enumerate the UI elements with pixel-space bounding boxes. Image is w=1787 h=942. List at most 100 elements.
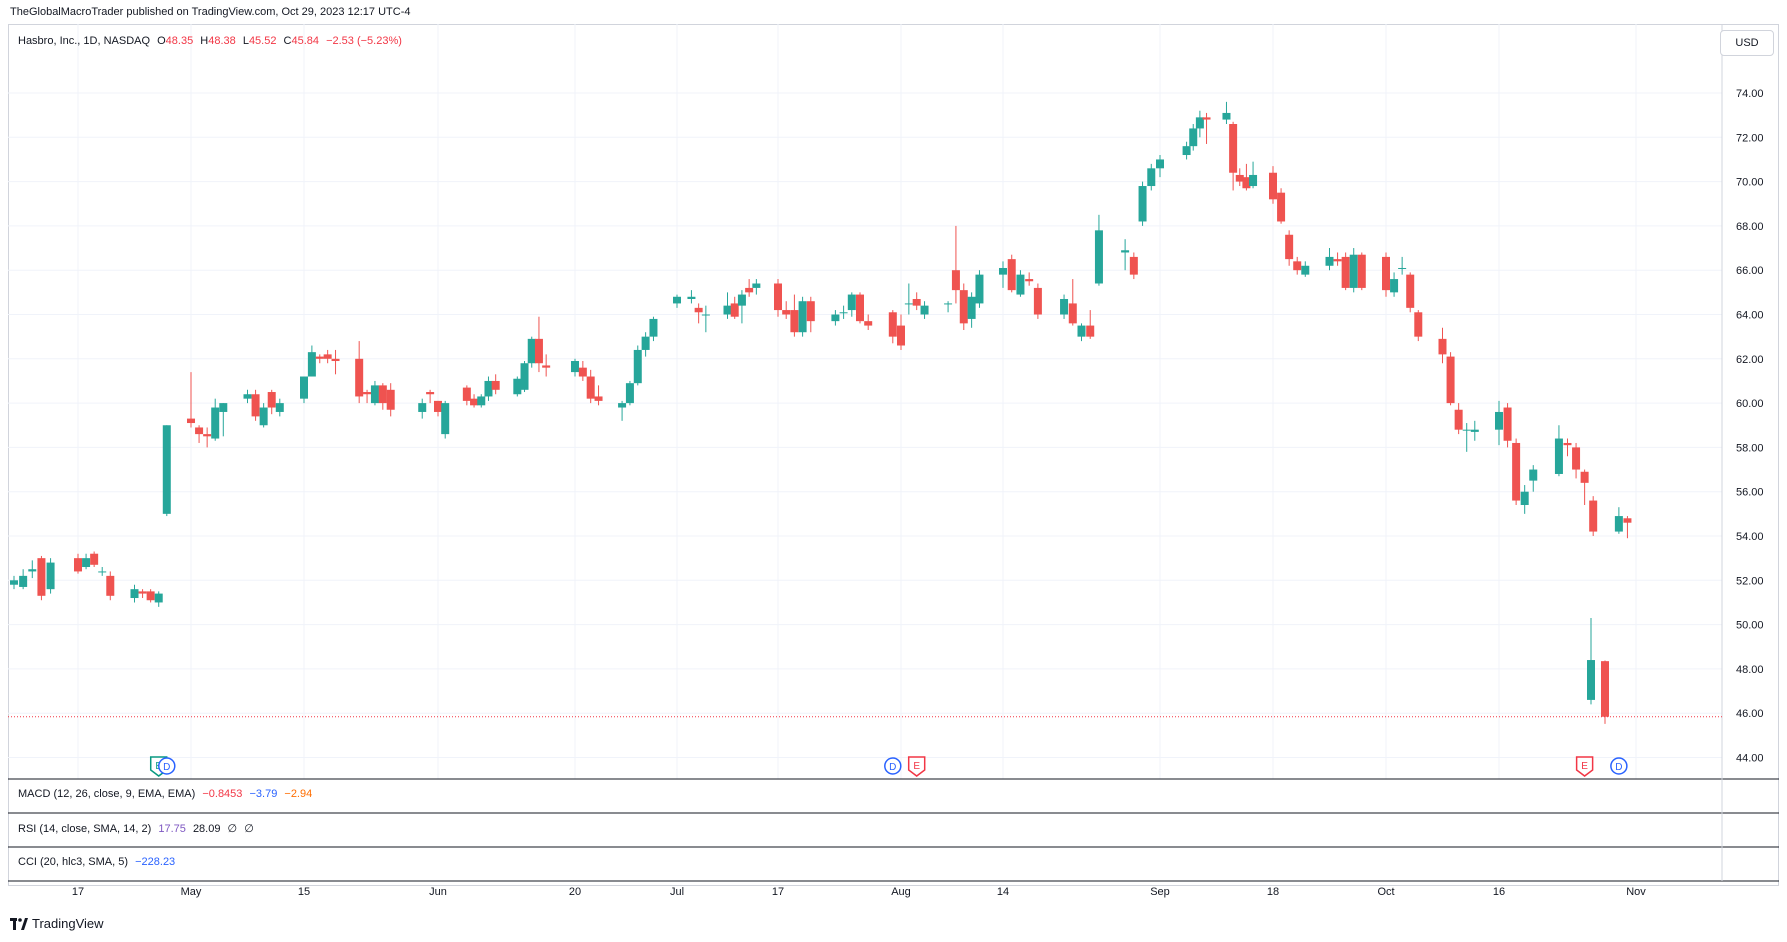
candle[interactable] bbox=[1121, 239, 1130, 271]
candle[interactable] bbox=[864, 314, 873, 331]
candle[interactable] bbox=[1446, 352, 1455, 406]
candle[interactable] bbox=[275, 398, 284, 417]
candle[interactable] bbox=[1277, 188, 1286, 224]
candle[interactable] bbox=[649, 316, 658, 342]
candle[interactable] bbox=[1462, 423, 1471, 452]
candle[interactable] bbox=[1229, 121, 1238, 191]
candle[interactable] bbox=[106, 571, 115, 601]
candle[interactable] bbox=[745, 279, 754, 297]
candle[interactable] bbox=[1222, 101, 1231, 125]
candle[interactable] bbox=[19, 569, 28, 590]
candle[interactable] bbox=[46, 558, 55, 594]
candle[interactable] bbox=[1623, 516, 1632, 539]
candle[interactable] bbox=[187, 372, 195, 428]
candle[interactable] bbox=[1325, 248, 1334, 271]
candle[interactable] bbox=[1589, 496, 1598, 536]
candle[interactable] bbox=[737, 290, 746, 324]
candle[interactable] bbox=[1007, 254, 1016, 293]
candle[interactable] bbox=[806, 296, 815, 333]
candle[interactable] bbox=[1025, 272, 1034, 286]
candle[interactable] bbox=[1390, 272, 1399, 297]
candle[interactable] bbox=[1156, 155, 1164, 178]
candle[interactable] bbox=[1249, 161, 1258, 189]
candle[interactable] bbox=[687, 290, 696, 304]
candle[interactable] bbox=[1285, 230, 1294, 266]
candle[interactable] bbox=[1520, 485, 1529, 514]
candle[interactable] bbox=[831, 310, 840, 326]
candle[interactable] bbox=[1357, 252, 1366, 291]
candle[interactable] bbox=[1414, 310, 1423, 342]
rsi-legend[interactable]: RSI (14, close, SMA, 14, 2) 17.75 28.09 … bbox=[18, 822, 258, 835]
candle[interactable] bbox=[82, 553, 91, 570]
candle[interactable] bbox=[441, 400, 450, 439]
candle[interactable] bbox=[1147, 163, 1156, 191]
candle[interactable] bbox=[730, 296, 739, 319]
candle[interactable] bbox=[513, 376, 522, 397]
candle[interactable] bbox=[975, 270, 984, 308]
candle[interactable] bbox=[618, 400, 627, 421]
candle[interactable] bbox=[470, 394, 479, 408]
candle[interactable] bbox=[798, 296, 807, 337]
candle[interactable] bbox=[967, 292, 976, 328]
candle[interactable] bbox=[1601, 660, 1609, 724]
candle[interactable] bbox=[418, 398, 427, 419]
candle[interactable] bbox=[1554, 425, 1563, 477]
candle[interactable] bbox=[1580, 469, 1589, 505]
candle[interactable] bbox=[1349, 248, 1358, 293]
candle[interactable] bbox=[856, 292, 864, 324]
candle[interactable] bbox=[1060, 294, 1069, 319]
candle[interactable] bbox=[211, 398, 220, 441]
candle[interactable] bbox=[154, 591, 163, 607]
candle[interactable] bbox=[434, 400, 442, 417]
candle[interactable] bbox=[701, 305, 710, 333]
candle[interactable] bbox=[426, 389, 435, 404]
candle[interactable] bbox=[944, 301, 953, 313]
candle[interactable] bbox=[1138, 181, 1147, 226]
candle[interactable] bbox=[1129, 252, 1138, 280]
candle[interactable] bbox=[130, 584, 139, 603]
candle[interactable] bbox=[138, 589, 147, 599]
candle[interactable] bbox=[625, 380, 634, 406]
candle[interactable] bbox=[1033, 283, 1042, 319]
candle[interactable] bbox=[243, 389, 252, 404]
candle[interactable] bbox=[1202, 112, 1211, 144]
candle[interactable] bbox=[1235, 168, 1244, 187]
candle[interactable] bbox=[1438, 327, 1447, 364]
candle[interactable] bbox=[355, 341, 364, 404]
candle[interactable] bbox=[774, 279, 782, 317]
candle[interactable] bbox=[1269, 166, 1277, 204]
earnings-marker[interactable]: E bbox=[907, 756, 926, 777]
candle[interactable] bbox=[1406, 272, 1415, 313]
candle[interactable] bbox=[307, 345, 316, 377]
candle[interactable] bbox=[331, 349, 340, 375]
candle[interactable] bbox=[1529, 465, 1538, 492]
candle[interactable] bbox=[323, 349, 332, 364]
candle[interactable] bbox=[203, 427, 212, 448]
candle[interactable] bbox=[1182, 141, 1191, 160]
candle[interactable] bbox=[542, 354, 551, 377]
candle[interactable] bbox=[1293, 256, 1302, 275]
candle[interactable] bbox=[1189, 124, 1198, 151]
candle[interactable] bbox=[1614, 507, 1623, 534]
candle[interactable] bbox=[1398, 256, 1407, 275]
candle[interactable] bbox=[1341, 252, 1350, 291]
candle[interactable] bbox=[1094, 214, 1103, 286]
candle[interactable] bbox=[790, 294, 799, 337]
candle[interactable] bbox=[1086, 310, 1095, 339]
candle[interactable] bbox=[267, 389, 276, 415]
candle[interactable] bbox=[370, 380, 379, 406]
candle[interactable] bbox=[847, 292, 856, 317]
candle[interactable] bbox=[999, 261, 1007, 288]
candle[interactable] bbox=[1077, 323, 1086, 342]
candle[interactable] bbox=[37, 555, 46, 601]
dividend-marker[interactable]: D bbox=[1610, 757, 1628, 775]
candle[interactable] bbox=[300, 376, 308, 404]
dividend-marker[interactable]: D bbox=[158, 757, 176, 775]
candle[interactable] bbox=[782, 301, 791, 319]
candle[interactable] bbox=[723, 292, 732, 319]
candle[interactable] bbox=[484, 376, 493, 401]
candle[interactable] bbox=[951, 225, 960, 304]
candle[interactable] bbox=[1512, 438, 1521, 505]
tradingview-brand[interactable]: TradingView bbox=[10, 916, 104, 931]
candle[interactable] bbox=[1068, 279, 1077, 326]
